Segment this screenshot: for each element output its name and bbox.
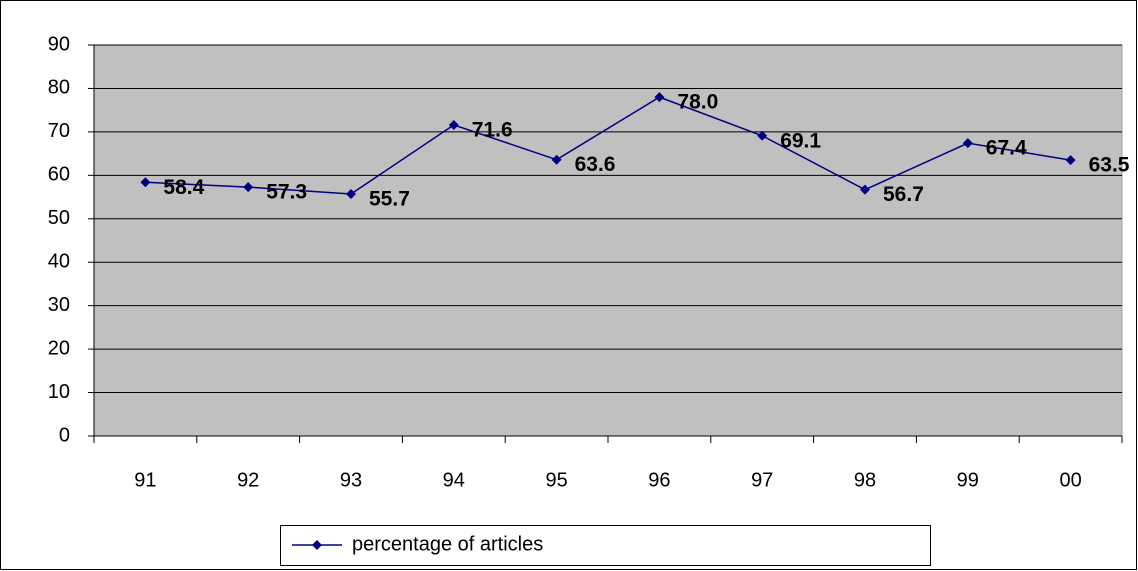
x-tick-label: 00 <box>1059 469 1081 491</box>
data-label: 63.5 <box>1089 154 1130 177</box>
y-tick-label: 50 <box>48 207 70 229</box>
x-tick-label: 99 <box>957 469 979 491</box>
x-tick-label: 91 <box>134 469 156 491</box>
point-marker <box>551 154 562 165</box>
x-tick-label: 92 <box>237 469 259 491</box>
x-tick-label: 97 <box>751 469 773 491</box>
legend-box <box>280 525 931 566</box>
x-tick-label: 93 <box>340 469 362 491</box>
y-tick-label: 70 <box>48 120 70 142</box>
y-tick-label: 0 <box>59 424 70 446</box>
y-tick-label: 30 <box>48 294 70 316</box>
data-label: 63.6 <box>575 153 616 176</box>
data-label: 56.7 <box>883 183 924 206</box>
y-tick-label: 10 <box>48 381 70 403</box>
point-marker <box>962 138 973 149</box>
point-marker <box>243 182 254 193</box>
point-marker <box>757 130 768 141</box>
point-marker <box>140 177 151 188</box>
x-tick-label: 95 <box>545 469 567 491</box>
plot-area <box>93 44 1123 437</box>
point-marker <box>448 119 459 130</box>
y-tick-label: 20 <box>48 337 70 359</box>
y-tick-label: 90 <box>48 33 70 55</box>
series-line <box>145 96 1071 195</box>
legend-label: percentage of articles <box>352 533 543 555</box>
x-tick-label: 94 <box>443 469 465 491</box>
data-label: 69.1 <box>780 129 821 152</box>
data-label: 71.6 <box>472 118 513 141</box>
y-tick-label: 80 <box>48 77 70 99</box>
legend-marker <box>312 540 322 550</box>
x-tick-label: 96 <box>648 469 670 491</box>
data-label: 57.3 <box>266 181 307 204</box>
point-marker <box>1065 155 1076 166</box>
point-marker <box>346 189 356 200</box>
data-label: 58.4 <box>163 176 204 199</box>
y-tick-label: 40 <box>48 251 70 273</box>
y-tick-label: 60 <box>48 164 70 186</box>
point-marker <box>860 184 870 195</box>
data-label: 67.4 <box>986 137 1027 160</box>
data-label: 78.0 <box>677 91 718 114</box>
x-tick-label: 98 <box>854 469 876 491</box>
point-marker <box>654 92 665 103</box>
data-label: 55.7 <box>369 188 410 211</box>
